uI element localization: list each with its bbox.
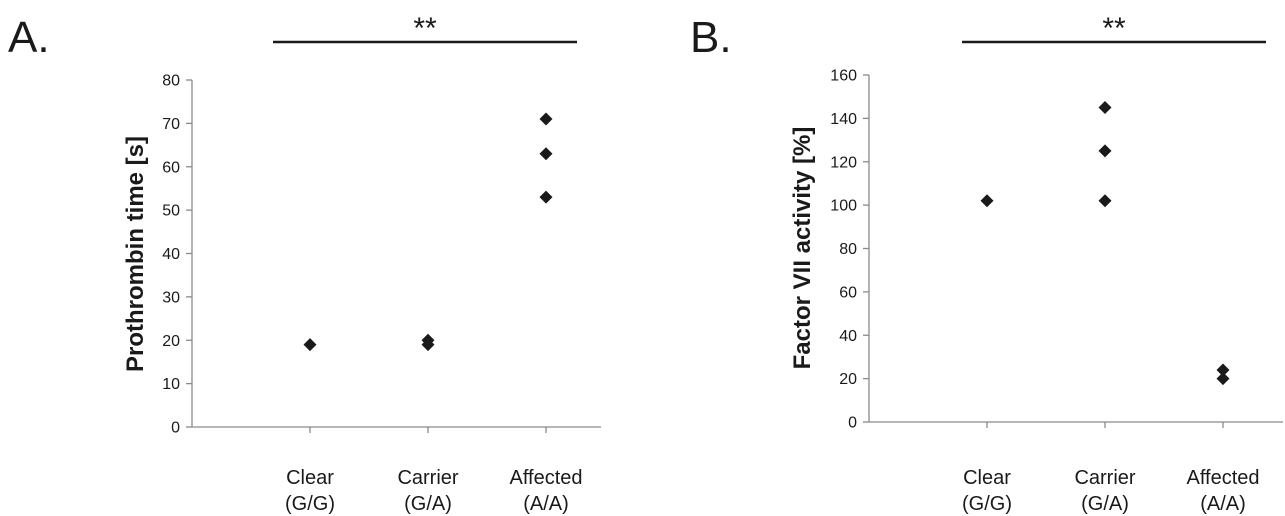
panel-a-significance-label: ** bbox=[413, 12, 437, 45]
panel-a-label: A. bbox=[8, 13, 50, 62]
panel-b-y-tick-label: 40 bbox=[839, 328, 857, 345]
panel-b-data-point bbox=[1098, 194, 1112, 208]
panel-b-x-category-genotype: (A/A) bbox=[1200, 493, 1246, 515]
panel-a-data-point bbox=[539, 147, 553, 161]
panel-a-data-point bbox=[421, 333, 435, 347]
panel-a-x-category-name: Carrier bbox=[397, 467, 458, 489]
panel-b-x-categories: Clear (G/G) Carrier (G/A) Affected (A/A) bbox=[962, 422, 1260, 515]
panel-b-x-category-name: Carrier bbox=[1074, 467, 1135, 489]
panel-b-data-point bbox=[980, 194, 994, 208]
panel-a-y-axis-title: Prothrombin time [s] bbox=[122, 136, 149, 372]
panel-b-significance-label: ** bbox=[1102, 12, 1126, 45]
panel-a-y-tick-label: 80 bbox=[162, 73, 180, 90]
panel-a-x-category-genotype: (G/G) bbox=[285, 493, 335, 515]
panel-a-data-point bbox=[539, 190, 553, 204]
panel-a-y-tick-label: 10 bbox=[162, 376, 180, 393]
panel-b-data-point bbox=[1098, 144, 1112, 158]
panel-a-y-tick-label: 70 bbox=[162, 116, 180, 133]
panel-b-label: B. bbox=[690, 13, 732, 62]
panel-a-chart: A. ** Prothrombin time [s] 0 10 20 30 40 50 60… bbox=[8, 12, 601, 515]
panel-b-y-tick-label: 100 bbox=[830, 198, 857, 215]
panel-a-x-category-genotype: (G/A) bbox=[404, 493, 452, 515]
panel-b-y-tick-label: 20 bbox=[839, 371, 857, 388]
panel-a-points bbox=[303, 112, 553, 352]
panel-b-data-point bbox=[1216, 363, 1230, 377]
panel-b-chart: B. ** Factor VII activity [%] 0 20 40 60 80 1… bbox=[690, 12, 1283, 515]
panel-b-data-point bbox=[1098, 101, 1112, 115]
panel-a-y-tick-label: 30 bbox=[162, 289, 180, 306]
panel-a-y-tick-label: 0 bbox=[171, 420, 180, 437]
panel-b-y-tick-label: 80 bbox=[839, 241, 857, 258]
panel-b-y-tick-label: 60 bbox=[839, 284, 857, 301]
panel-a-x-categories: Clear (G/G) Carrier (G/A) Affected (A/A) bbox=[285, 427, 583, 515]
panel-a-y-tick-label: 20 bbox=[162, 333, 180, 350]
panel-a-y-ticks: 0 10 20 30 40 50 60 70 80 bbox=[162, 73, 192, 437]
panel-b-y-tick-label: 0 bbox=[848, 415, 857, 432]
panel-b-x-category-genotype: (G/A) bbox=[1081, 493, 1129, 515]
panel-b-y-tick-label: 140 bbox=[830, 111, 857, 128]
panel-a-y-tick-label: 50 bbox=[162, 203, 180, 220]
panel-b-points bbox=[980, 101, 1230, 386]
panel-b-y-ticks: 0 20 40 60 80 100 120 140 160 bbox=[830, 68, 869, 432]
panel-a-y-tick-label: 60 bbox=[162, 159, 180, 176]
panel-b-y-tick-label: 120 bbox=[830, 154, 857, 171]
panel-b-y-axis-title: Factor VII activity [%] bbox=[789, 127, 816, 370]
panel-a-x-category-name: Affected bbox=[509, 467, 582, 489]
panel-a-x-category-genotype: (A/A) bbox=[523, 493, 569, 515]
panel-a-y-tick-label: 40 bbox=[162, 246, 180, 263]
panel-a-x-category-name: Clear bbox=[286, 467, 334, 489]
panel-b-data-point bbox=[1216, 372, 1230, 386]
panel-b-y-tick-label: 160 bbox=[830, 68, 857, 85]
panel-a-data-point bbox=[539, 112, 553, 126]
panel-b-x-category-name: Clear bbox=[963, 467, 1011, 489]
panel-b-x-category-genotype: (G/G) bbox=[962, 493, 1012, 515]
panel-a-data-point bbox=[303, 338, 317, 352]
panel-b-x-category-name: Affected bbox=[1186, 467, 1259, 489]
